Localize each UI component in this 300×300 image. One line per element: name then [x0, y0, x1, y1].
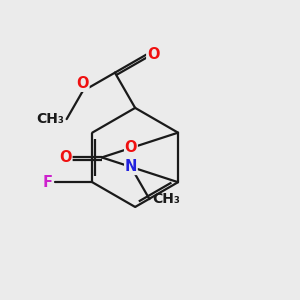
Text: CH₃: CH₃: [152, 192, 180, 206]
Text: O: O: [147, 47, 159, 62]
Text: O: O: [125, 140, 137, 155]
Text: N: N: [125, 159, 137, 174]
Text: O: O: [76, 76, 89, 91]
Text: O: O: [59, 150, 72, 165]
Text: O: O: [125, 140, 137, 155]
Text: N: N: [125, 159, 137, 174]
Text: O: O: [147, 47, 159, 62]
Text: O: O: [76, 76, 89, 91]
Text: F: F: [43, 175, 53, 190]
Text: CH₃: CH₃: [36, 112, 64, 126]
Text: F: F: [43, 175, 53, 190]
Text: O: O: [59, 150, 72, 165]
